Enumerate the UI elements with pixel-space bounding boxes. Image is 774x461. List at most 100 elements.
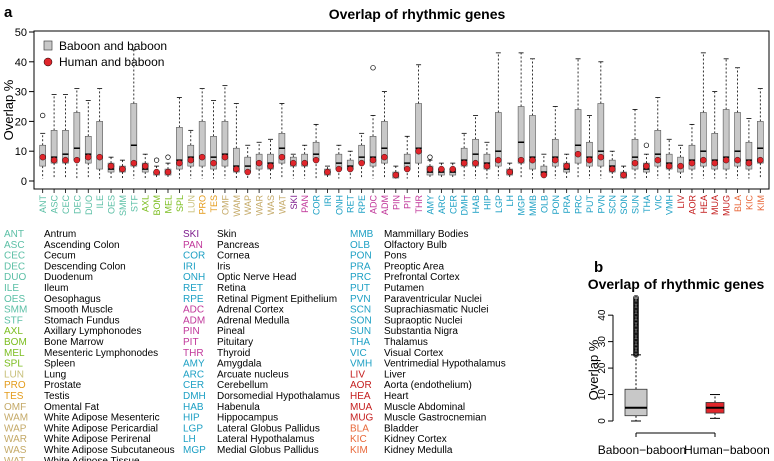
- tissue-code-CER: CER: [183, 380, 204, 391]
- tissue-name-WAM: White Adipose Mesenteric: [44, 413, 160, 424]
- tissue-name-ADM: Adrenal Medulla: [217, 315, 290, 326]
- tissue-name-RET: Retina: [217, 283, 246, 294]
- human-point-MUA: [711, 159, 718, 167]
- tissue-code-AMY: AMY: [183, 359, 205, 370]
- human-point-DMH: [460, 159, 468, 167]
- tissue-name-SON: Supraoptic Nuclei: [384, 315, 462, 326]
- x-label-WAP: WAP: [243, 195, 253, 215]
- x-label-PON: PON: [551, 195, 561, 215]
- tissue-name-PAN: Pancreas: [217, 240, 259, 251]
- x-label-HIP: HIP: [482, 195, 492, 210]
- x-label-SON: SON: [619, 195, 629, 215]
- tissue-code-WAS: WAS: [4, 445, 27, 456]
- x-label-WAM: WAM: [232, 195, 242, 217]
- tissue-code-VIC: VIC: [350, 348, 367, 359]
- tissue-name-WAP: White Adipose Pericardial: [44, 423, 158, 434]
- x-label-LH: LH: [505, 195, 515, 207]
- human-point-PAN: [301, 159, 308, 167]
- x-label-LIV: LIV: [676, 195, 686, 209]
- tissue-code-HAB: HAB: [183, 402, 204, 413]
- human-point-BLA: [734, 156, 741, 164]
- x-label-PRC: PRC: [574, 195, 584, 215]
- tissue-code-ILE: ILE: [4, 283, 19, 294]
- legend-baboon-label: Baboon and baboon: [59, 39, 167, 53]
- tissue-code-MMB: MMB: [350, 229, 374, 240]
- tissue-name-STF: Stomach Fundus: [44, 315, 120, 326]
- tissue-code-STF: STF: [4, 315, 23, 326]
- box-MUA: [711, 133, 719, 170]
- outlier-MEL: [165, 154, 171, 160]
- tissue-name-SMM: Smooth Muscle: [44, 305, 113, 316]
- x-label-VIC: VIC: [653, 195, 663, 211]
- tissue-code-PIN: PIN: [183, 326, 200, 337]
- tissue-code-ADC: ADC: [183, 305, 204, 316]
- tissue-name-WAR: White Adipose Perirenal: [44, 434, 151, 445]
- x-label-ONH: ONH: [334, 195, 344, 215]
- human-point-VIC: [654, 156, 661, 164]
- x-label-HAB: HAB: [471, 195, 481, 214]
- x-label-BLA: BLA: [733, 195, 743, 212]
- tissue-code-PRC: PRC: [350, 272, 371, 283]
- tissue-code-LIV: LIV: [350, 369, 365, 380]
- x-label-PIT: PIT: [403, 195, 413, 210]
- human-point-ONH: [335, 165, 343, 173]
- tissue-name-PVN: Paraventricular Nuclei: [384, 294, 482, 305]
- tissue-code-THR: THR: [183, 348, 204, 359]
- chart-a-y-tick-label: 10: [15, 146, 27, 158]
- x-label-PRA: PRA: [562, 195, 572, 214]
- x-label-ARC: ARC: [437, 195, 447, 215]
- b-x-label: Human−baboon: [684, 443, 770, 457]
- chart-a-y-tick-label: 40: [15, 57, 27, 69]
- x-label-ADM: ADM: [380, 195, 390, 215]
- b-outlier: [633, 294, 639, 301]
- human-point-VMH: [665, 162, 673, 170]
- x-label-CER: CER: [448, 195, 458, 215]
- tissue-name-OMF: Omental Fat: [44, 402, 99, 413]
- box-SUN: [631, 138, 639, 170]
- x-label-SCN: SCN: [608, 195, 618, 214]
- x-label-ASC: ASC: [50, 195, 60, 214]
- box-VIC: [654, 130, 662, 167]
- tissue-name-HEA: Heart: [384, 391, 409, 402]
- tissue-code-ADM: ADM: [183, 315, 205, 326]
- x-label-HEA: HEA: [699, 195, 709, 214]
- human-point-PRC: [574, 150, 582, 158]
- box-ADM: [381, 121, 388, 164]
- tissue-name-THR: Thyroid: [217, 348, 250, 359]
- outlier-THA: [643, 142, 650, 148]
- x-label-AMY: AMY: [425, 195, 435, 215]
- tissue-name-PUT: Putamen: [384, 283, 424, 294]
- human-point-SPL: [176, 159, 183, 167]
- x-label-MUG: MUG: [722, 195, 732, 216]
- panel-a-label: a: [4, 4, 13, 21]
- tissue-code-BLA: BLA: [350, 423, 369, 434]
- x-label-PUT: PUT: [585, 194, 595, 213]
- human-point-THA: [643, 162, 650, 170]
- tissue-code-SUN: SUN: [350, 326, 371, 337]
- tissue-code-PVN: PVN: [350, 294, 371, 305]
- human-point-HIP: [483, 162, 491, 170]
- human-point-SON: [620, 171, 627, 179]
- human-point-ADC: [369, 156, 377, 164]
- chart-b-title: Overlap of rhythmic genes: [588, 276, 765, 292]
- tissue-name-KIM: Kidney Medulla: [384, 445, 453, 456]
- tissue-code-ARC: ARC: [183, 369, 204, 380]
- tissue-legend: ANT Antrum ASC Ascending Colon CEC Cecum DEC De…: [4, 229, 506, 461]
- human-point-WAR: [255, 159, 263, 167]
- x-label-THR: THR: [414, 195, 424, 214]
- tissue-code-RET: RET: [183, 283, 203, 294]
- x-label-OES: OES: [107, 195, 117, 214]
- x-label-RET: RET: [346, 194, 356, 213]
- tissue-code-PRA: PRA: [350, 261, 371, 272]
- tissue-name-VMH: Ventrimedial Hypothalamus: [384, 359, 506, 370]
- tissue-code-WAP: WAP: [4, 423, 27, 434]
- tissue-name-IRI: Iris: [217, 261, 230, 272]
- human-point-DEC: [73, 156, 81, 164]
- x-label-AOR: AOR: [687, 195, 697, 215]
- human-point-DUO: [85, 153, 92, 161]
- human-point-LIV: [677, 162, 684, 170]
- tissue-code-ANT: ANT: [4, 229, 24, 240]
- tissue-name-DUO: Duodenum: [44, 272, 93, 283]
- x-label-MEL: MEL: [163, 195, 173, 214]
- panel-b-label: b: [594, 259, 603, 276]
